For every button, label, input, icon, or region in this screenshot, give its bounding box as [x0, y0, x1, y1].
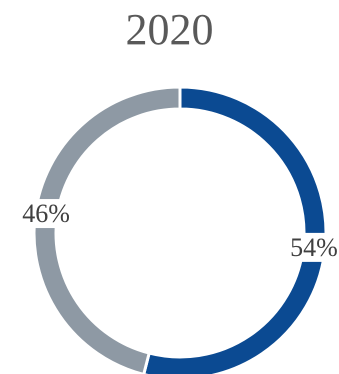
data-label-1: 46% — [22, 199, 70, 228]
donut-slices — [32, 85, 328, 374]
data-label-background — [20, 199, 72, 229]
data-label-0: 54% — [290, 233, 338, 262]
donut-slice-1 — [32, 85, 182, 374]
data-label-background — [288, 232, 339, 262]
donut-data-labels: 54% 46% — [20, 199, 339, 262]
chart-title: 2020 — [125, 5, 214, 54]
donut-slice-0 — [142, 85, 328, 374]
